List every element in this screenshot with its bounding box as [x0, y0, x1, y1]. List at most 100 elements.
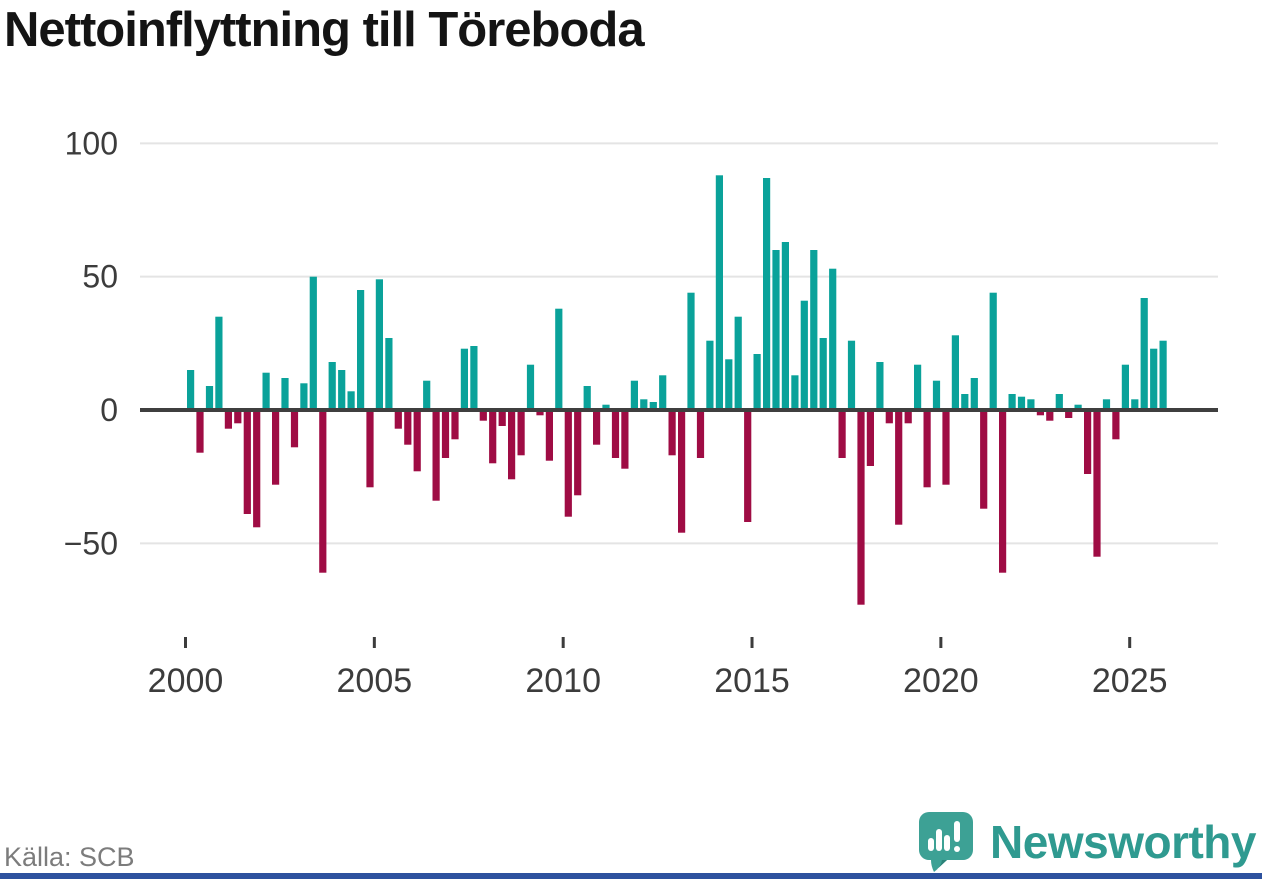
- bar-2010-Q3: [583, 386, 591, 410]
- bar-2005-Q1: [375, 279, 383, 410]
- bar-2013-Q4: [706, 340, 714, 410]
- bar-2022-Q4: [1046, 410, 1054, 421]
- newsworthy-logo-icon: [919, 812, 974, 872]
- bar-2001-Q3: [243, 410, 251, 514]
- bar-2015-Q1: [753, 354, 761, 410]
- bar-2021-Q2: [989, 292, 997, 410]
- bar-2008-Q2: [498, 410, 506, 426]
- bar-2008-Q4: [517, 410, 525, 456]
- bar-2019-Q4: [932, 380, 941, 410]
- bar-2011-Q3: [621, 410, 629, 469]
- bar-2002-Q4: [290, 410, 299, 448]
- bar-2012-Q3: [659, 375, 667, 410]
- x-axis-label: 2005: [337, 662, 413, 700]
- bar-2011-Q1: [602, 404, 610, 410]
- x-axis-label: 2010: [525, 662, 601, 700]
- bar-2008-Q3: [508, 410, 516, 480]
- y-axis-label: 50: [82, 259, 118, 295]
- bar-2019-Q2: [914, 364, 922, 410]
- bar-2014-Q1: [715, 175, 723, 410]
- bar-2007-Q1: [451, 410, 459, 440]
- bar-2020-Q2: [951, 335, 959, 410]
- bar-2020-Q3: [961, 394, 969, 410]
- bar-2010-Q1: [564, 410, 572, 517]
- bar-2016-Q4: [819, 338, 827, 410]
- bar-2014-Q4: [744, 410, 752, 522]
- bar-2014-Q2: [725, 359, 733, 410]
- bar-2012-Q4: [668, 410, 676, 456]
- bar-2010-Q4: [593, 410, 601, 445]
- bar-2014-Q3: [734, 316, 742, 410]
- bar-2010-Q2: [574, 410, 582, 496]
- bar-2011-Q2: [611, 410, 620, 458]
- bar-2003-Q3: [319, 410, 327, 573]
- bar-2016-Q2: [800, 300, 808, 410]
- page-title: Nettoinflyttning till Töreboda: [4, 3, 645, 57]
- bar-2023-Q1: [1055, 394, 1063, 410]
- bar-2004-Q2: [347, 391, 355, 410]
- y-axis-label: 0: [100, 392, 118, 428]
- bar-2013-Q1: [678, 410, 686, 533]
- bar-2009-Q2: [536, 410, 544, 416]
- bar-2003-Q1: [300, 383, 308, 410]
- bar-2021-Q3: [999, 410, 1007, 573]
- bar-2002-Q1: [262, 372, 270, 410]
- bar-2006-Q1: [413, 410, 421, 472]
- newsworthy-logo: Newsworthy: [915, 810, 1256, 874]
- bar-2001-Q2: [234, 410, 242, 424]
- bar-2000-Q4: [215, 316, 223, 410]
- bar-2012-Q1: [640, 399, 648, 410]
- bar-2015-Q3: [772, 250, 780, 410]
- bar-2007-Q3: [470, 346, 478, 410]
- logo-exclamation-stem: [954, 821, 961, 842]
- x-axis-label: 2015: [714, 662, 790, 700]
- bar-2015-Q2: [763, 178, 771, 410]
- bar-2005-Q4: [404, 410, 412, 445]
- y-axis-label: 100: [65, 125, 118, 161]
- bar-2023-Q3: [1074, 404, 1082, 410]
- bar-2025-Q2: [1140, 298, 1148, 410]
- bar-2001-Q4: [253, 410, 261, 528]
- bar-2009-Q3: [545, 410, 553, 461]
- bar-2008-Q1: [489, 410, 497, 464]
- bar-2003-Q4: [328, 362, 336, 410]
- bar-2020-Q4: [970, 378, 978, 410]
- bar-2025-Q4: [1159, 340, 1167, 410]
- bar-2009-Q1: [526, 364, 535, 410]
- bar-2000-Q1: [187, 370, 195, 410]
- bar-2002-Q3: [281, 378, 289, 410]
- bar-2018-Q4: [895, 410, 903, 525]
- bar-2015-Q4: [781, 242, 789, 410]
- bar-2017-Q2: [838, 410, 846, 458]
- bar-2004-Q3: [357, 290, 365, 410]
- bar-2016-Q1: [791, 375, 799, 410]
- bar-2013-Q3: [696, 410, 705, 458]
- bar-2018-Q3: [885, 410, 893, 424]
- bar-2017-Q4: [857, 410, 865, 605]
- bar-2006-Q4: [441, 410, 450, 458]
- bar-2000-Q2: [196, 410, 204, 453]
- bar-2021-Q4: [1008, 394, 1016, 410]
- bar-2004-Q1: [338, 370, 346, 410]
- bar-2022-Q3: [1036, 410, 1044, 416]
- bar-2017-Q3: [847, 340, 856, 410]
- bar-2020-Q1: [942, 410, 950, 485]
- bar-2011-Q4: [630, 380, 638, 410]
- bar-2021-Q1: [980, 410, 988, 509]
- logo-bar-small: [928, 838, 935, 851]
- bar-2017-Q1: [829, 268, 837, 410]
- bar-2024-Q1: [1093, 410, 1101, 557]
- bar-2007-Q4: [479, 410, 487, 421]
- bar-2023-Q2: [1065, 410, 1073, 418]
- x-axis-label: 2025: [1092, 662, 1168, 700]
- bar-2019-Q3: [923, 410, 931, 488]
- bar-2013-Q2: [687, 292, 695, 410]
- bar-2023-Q4: [1084, 410, 1092, 474]
- bar-2007-Q2: [460, 348, 468, 410]
- bar-2005-Q2: [385, 338, 393, 410]
- bar-2019-Q1: [904, 410, 912, 424]
- bar-2025-Q3: [1150, 348, 1158, 410]
- bar-2018-Q2: [876, 362, 884, 410]
- bar-2005-Q3: [394, 410, 402, 429]
- bar-2024-Q3: [1112, 410, 1120, 440]
